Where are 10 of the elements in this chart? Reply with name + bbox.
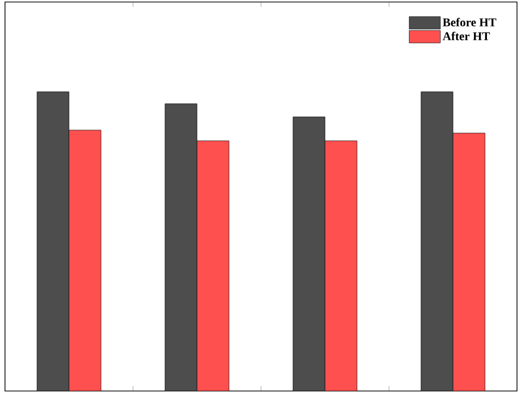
legend-label: Before HT [442,18,496,26]
bar [420,92,454,391]
bar [196,140,230,391]
bar [292,116,326,391]
bar [36,92,70,391]
bar [68,130,102,391]
legend-label: After HT [442,32,490,40]
bar [164,104,198,391]
bar [452,132,486,391]
bar [324,140,358,391]
